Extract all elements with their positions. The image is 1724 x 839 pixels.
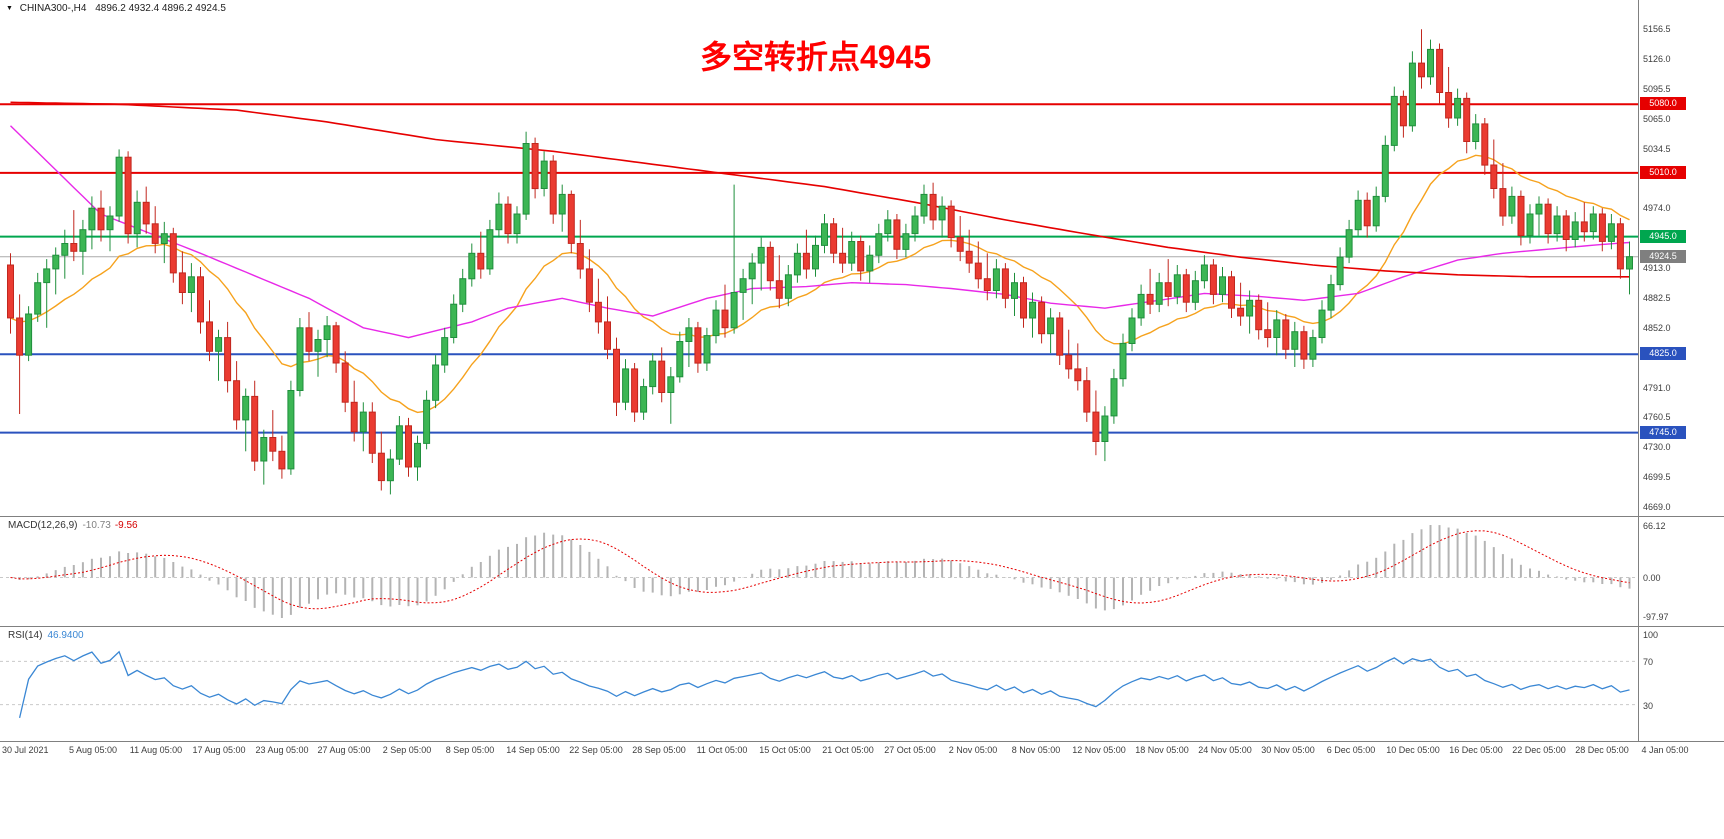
ma-magenta-line [10,125,1630,339]
ohlc-values: 4896.2 4932.4 4896.2 4924.5 [95,3,226,14]
annotation-text: 多空转折点4945 [700,39,932,75]
symbol-bar: ▼ CHINA300-,H4 4896.2 4932.4 4896.2 4924… [6,3,226,14]
candles-layer [7,29,1633,495]
macd-signal-line [10,530,1630,610]
ma-red-line [10,101,1630,278]
rsi-value: 46.9400 [47,630,84,641]
rsi-name: RSI(14) [8,630,43,641]
macd-name: MACD(12,26,9) [8,520,78,531]
macd-signal-value: -9.56 [114,520,138,531]
symbol-timeframe-label: CHINA300-,H4 [19,3,87,14]
rsi-indicator-label: RSI(14) 46.9400 [8,630,84,641]
macd-main-value: -10.73 [82,520,111,531]
macd-indicator-label: MACD(12,26,9) -10.73 -9.56 [8,520,138,531]
macd-histogram [18,525,1631,618]
symbol-dropdown-icon[interactable]: ▼ [6,5,13,12]
rsi-line [18,650,1630,719]
